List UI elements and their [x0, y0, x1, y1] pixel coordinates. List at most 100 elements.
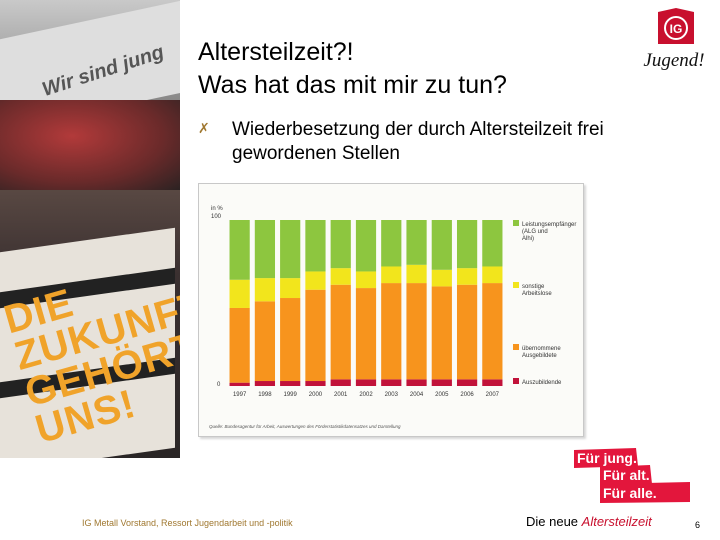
- legend-swatch: [513, 378, 519, 384]
- bar-segment: [355, 288, 377, 380]
- bar-segment: [406, 264, 427, 284]
- bar-segment: [482, 220, 503, 267]
- title-line-1: Altersteilzeit?!: [198, 38, 354, 66]
- legend-label-line: Alhi): [522, 236, 534, 242]
- bar-segment: [431, 269, 452, 287]
- bar-segment: [482, 266, 503, 284]
- bar-segment: [381, 220, 402, 267]
- legend-swatch: [513, 344, 519, 350]
- title-line-2: Was hat das mit mir zu tun?: [198, 71, 507, 99]
- bar-segment: [456, 379, 478, 386]
- bar-segment: [406, 283, 427, 380]
- y-tick-label: 0: [217, 382, 221, 388]
- bar-segment: [355, 271, 377, 289]
- slide-title: Altersteilzeit?! Was hat das mit mir zu …: [198, 36, 507, 102]
- bullet-text: Wiederbesetzung der durch Altersteilzeit…: [232, 119, 604, 164]
- bar-segment: [330, 284, 351, 380]
- slogan-stamp: Für jung. Für alt. Für alle.: [574, 448, 690, 503]
- legend-label: übernommene Ausgebildete: [522, 346, 561, 359]
- x-tick-label: 2004: [410, 392, 424, 398]
- bar-segment: [229, 220, 250, 280]
- bar-segment: [482, 283, 503, 380]
- legend-label: Auszubildende: [522, 380, 562, 386]
- legend-label-line: Leistungsempfänger: [522, 222, 576, 228]
- bar-segment: [280, 298, 301, 382]
- bar-segment: [305, 220, 326, 272]
- bar-segment: [456, 284, 478, 380]
- bar-segment: [456, 268, 478, 285]
- bar-segment: [330, 220, 351, 269]
- protest-photo: Wir sind jung DIE ZUKUNFT GEHÖRT UNS!: [0, 0, 180, 458]
- bar-segment: [305, 271, 326, 290]
- x-tick-label: 2003: [385, 392, 399, 398]
- stacked-bar-chart: in % 100 0 1997 1998 1999 2000 2001 2002 2003 2004…: [209, 206, 576, 429]
- footer-topic-prefix: Die neue: [526, 514, 582, 529]
- bar-segment: [431, 379, 452, 386]
- stamp-line-2: Für alt.: [603, 467, 650, 483]
- x-tick-label: 1998: [258, 392, 272, 398]
- bar-segment: [229, 307, 250, 383]
- footer-topic: Die neue Altersteilzeit: [526, 514, 652, 529]
- bar-segment: [381, 379, 402, 386]
- bar-segment: [406, 220, 427, 265]
- stamp-bg-1: [574, 448, 638, 468]
- x-tick-label: 2006: [460, 392, 474, 398]
- x-tick-label: 1999: [284, 392, 298, 398]
- legend-label-line: sonstige: [522, 284, 545, 290]
- legend-label-line: (ALG und: [522, 229, 548, 235]
- bar-segment: [280, 381, 301, 386]
- legend-label-line: Arbeitslose: [522, 291, 552, 297]
- bar-segment: [431, 220, 452, 270]
- page-number: 6: [695, 520, 701, 530]
- logo-gear: [664, 16, 688, 40]
- bar-segment: [355, 379, 377, 386]
- x-tick-label: 2002: [359, 392, 373, 398]
- footer-topic-accent: Altersteilzeit: [581, 514, 652, 529]
- bar-segment: [280, 220, 301, 279]
- bar-segment: [431, 286, 452, 380]
- stamp-line-3: Für alle.: [603, 485, 657, 501]
- legend-label-line: übernommene: [522, 346, 561, 352]
- bar-segment: [280, 278, 301, 299]
- bar-segment: [229, 279, 250, 308]
- bar-segment: [381, 266, 402, 284]
- logo-script: Jugend!: [643, 50, 704, 71]
- logo-text: IG: [670, 22, 683, 36]
- bar-segment: [355, 220, 377, 272]
- chart-frame: in % 100 0 1997 1998 1999 2000 2001 2002 2003 2004…: [198, 183, 584, 437]
- stamp-bg-3: [600, 482, 690, 503]
- legend-swatch: [513, 220, 519, 226]
- bar-segment: [381, 283, 402, 380]
- y-axis-label: in %: [211, 206, 223, 212]
- x-tick-label: 1997: [233, 392, 247, 398]
- footer-organization: IG Metall Vorstand, Ressort Jugendarbeit…: [82, 518, 293, 528]
- bar-segment: [229, 382, 250, 386]
- bar-segment: [330, 268, 351, 285]
- legend-label: Leistungsempfänger (ALG und Alhi): [522, 222, 576, 242]
- bar-segment: [254, 278, 276, 302]
- bar-segment: [305, 381, 326, 386]
- bar-segment: [305, 289, 326, 382]
- x-tick-label: 2000: [309, 392, 323, 398]
- cross-icon: ✗: [198, 120, 210, 136]
- legend-label: sonstige Arbeitslose: [522, 284, 552, 297]
- x-tick-label: 2007: [486, 392, 500, 398]
- bar-segment: [254, 381, 276, 386]
- bar-segment: [254, 220, 276, 279]
- chart-source: Quelle: Bundesagentur für Arbeit, Auswer…: [209, 424, 401, 429]
- bar-segment: [254, 301, 276, 382]
- bar-segment: [456, 220, 478, 269]
- bar-segment: [330, 379, 351, 386]
- y-tick-label: 100: [211, 214, 222, 220]
- legend-label-line: Auszubildende: [522, 380, 562, 386]
- legend-swatch: [513, 282, 519, 288]
- x-tick-label: 2001: [334, 392, 348, 398]
- bar-segment: [482, 379, 503, 386]
- photo-crowd: [0, 100, 180, 190]
- x-tick-label: 2005: [435, 392, 449, 398]
- legend-label-line: Ausgebildete: [522, 353, 557, 359]
- ig-metall-jugend-logo: IG Jugend!: [643, 8, 705, 71]
- bar-segment: [406, 379, 427, 386]
- stamp-line-1: Für jung.: [577, 450, 637, 466]
- stamp-bg-2: [600, 465, 652, 485]
